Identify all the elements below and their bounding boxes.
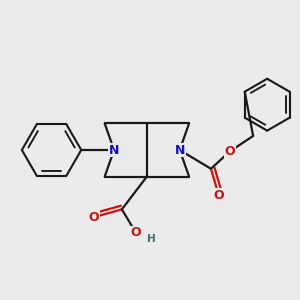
Text: O: O [224, 145, 235, 158]
Text: H: H [147, 234, 156, 244]
Text: O: O [213, 189, 224, 202]
Text: O: O [130, 226, 141, 239]
Text: O: O [88, 211, 99, 224]
Text: N: N [109, 143, 119, 157]
Text: N: N [175, 143, 185, 157]
